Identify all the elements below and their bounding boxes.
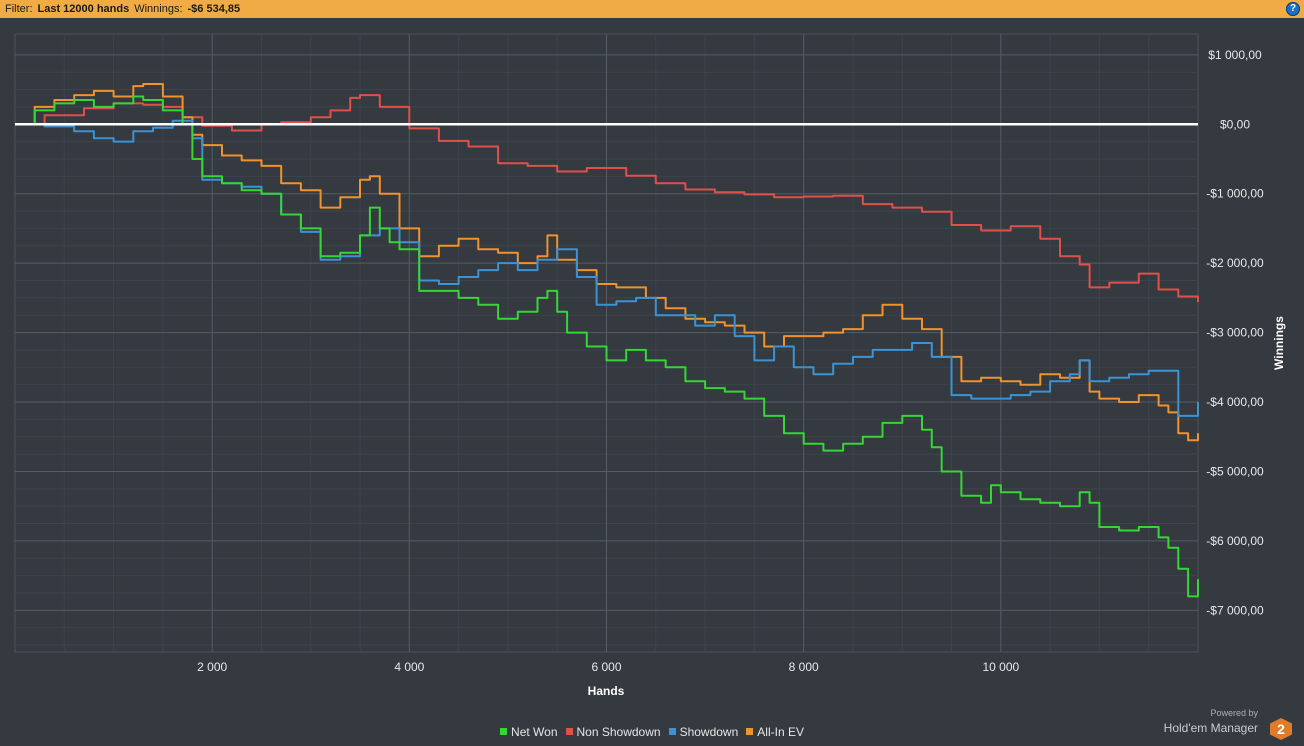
x-tick-label: 2 000 <box>197 660 227 674</box>
y-tick-label: $0,00 <box>1220 117 1250 131</box>
x-tick-label: 6 000 <box>591 660 621 674</box>
winnings-label: Winnings: <box>134 3 183 15</box>
filter-value[interactable]: Last 12000 hands <box>37 3 130 15</box>
y-tick-label: -$6 000,00 <box>1206 534 1264 548</box>
legend-item-all-in-ev[interactable]: All-In EV <box>746 725 804 739</box>
y-axis-title: Winnings <box>1272 316 1286 370</box>
x-tick-label: 8 000 <box>789 660 819 674</box>
x-axis-ticks: 2 000 4 000 6 000 8 000 10 000 <box>197 660 1019 674</box>
winnings-value: -$6 534,85 <box>187 3 241 15</box>
y-tick-label: -$1 000,00 <box>1206 187 1264 201</box>
y-tick-label: -$5 000,00 <box>1206 464 1264 478</box>
legend-label: Net Won <box>511 725 558 739</box>
legend-swatch <box>746 728 754 736</box>
y-axis-ticks: $1 000,00 $0,00 -$1 000,00 -$2 000,00 -$3 00… <box>1206 48 1264 618</box>
legend-item-non-showdown[interactable]: Non Showdown <box>565 725 661 739</box>
y-tick-label: $1 000,00 <box>1208 48 1262 62</box>
filter-bar: Filter: Last 12000 hands Winnings: -$6 534,… <box>0 0 1304 18</box>
series-lines <box>15 83 1199 598</box>
series-line-non-showdown <box>15 94 1199 302</box>
chart-legend: Net Won Non Showdown Showdown All-In EV <box>0 725 1304 739</box>
legend-swatch <box>565 728 573 736</box>
x-axis-title: Hands <box>588 684 625 698</box>
y-tick-label: -$3 000,00 <box>1206 326 1264 340</box>
legend-label: Showdown <box>679 725 739 739</box>
x-tick-label: 4 000 <box>394 660 424 674</box>
legend-swatch <box>500 728 508 736</box>
legend-label: All-In EV <box>757 725 804 739</box>
legend-label: Non Showdown <box>576 725 661 739</box>
legend-item-net-won[interactable]: Net Won <box>500 725 558 739</box>
series-line-net-won <box>15 95 1199 598</box>
filter-prefix: Filter: <box>5 3 33 15</box>
y-tick-label: -$4 000,00 <box>1206 395 1264 409</box>
branding: Powered by Hold'em Manager 2 <box>1158 708 1298 742</box>
winnings-chart: $1 000,00 $0,00 -$1 000,00 -$2 000,00 -$3 00… <box>14 33 1286 698</box>
product-name: Hold'em Manager <box>1163 721 1258 735</box>
legend-swatch <box>668 728 676 736</box>
major-grid <box>15 34 1198 652</box>
y-tick-label: -$2 000,00 <box>1206 256 1264 270</box>
hem2-logo-icon: 2 <box>1270 718 1292 740</box>
help-icon[interactable]: ? <box>1286 2 1300 16</box>
legend-item-showdown[interactable]: Showdown <box>668 725 739 739</box>
powered-by-label: Powered by <box>1210 708 1258 718</box>
x-tick-label: 10 000 <box>982 660 1019 674</box>
y-tick-label: -$7 000,00 <box>1206 603 1264 617</box>
